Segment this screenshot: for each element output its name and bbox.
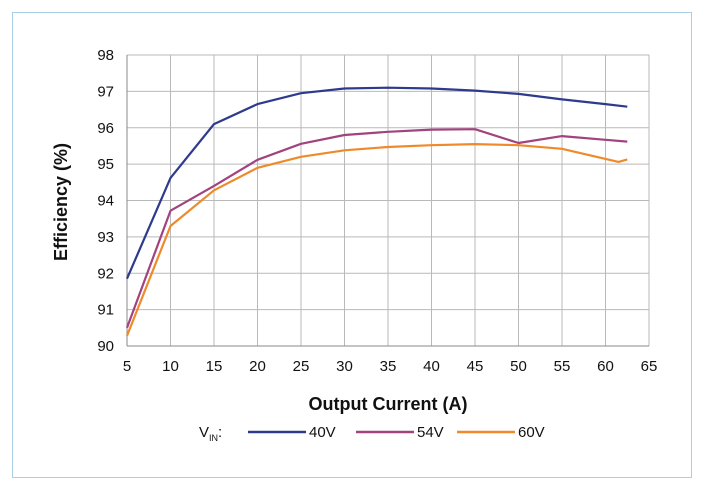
y-tick-label: 93: [97, 229, 114, 246]
x-tick-label: 25: [293, 358, 310, 375]
y-tick-label: 90: [97, 338, 114, 355]
legend-prefix-sub: IN: [209, 433, 218, 443]
x-tick-label: 55: [554, 358, 571, 375]
legend-label-60v: 60V: [518, 424, 545, 441]
x-tick-label: 35: [380, 358, 397, 375]
x-tick-label: 60: [597, 358, 614, 375]
legend-label-40v: 40V: [309, 424, 336, 441]
y-tick-label: 94: [97, 193, 114, 210]
x-tick-label: 30: [336, 358, 353, 375]
x-axis-title: Output Current (A): [309, 394, 468, 414]
series-layer: [125, 86, 628, 337]
x-tick-label: 20: [249, 358, 266, 375]
x-tick-label: 40: [423, 358, 440, 375]
x-tick-label: 45: [467, 358, 484, 375]
legend-prefix-main: V: [199, 424, 209, 441]
legend-prefix: VIN:: [199, 424, 222, 443]
y-tick-labels: 90 91 92 93 94 95 96 97 98: [97, 47, 114, 355]
grid: [126, 54, 650, 347]
legend-prefix-suffix: :: [218, 424, 222, 441]
y-tick-label: 97: [97, 83, 114, 100]
y-axis-title: Efficiency (%): [51, 143, 71, 261]
chart-frame: 90 91 92 93 94 95 96 97 98 5 10 15 20 25 30 35 40 45 50 55…: [12, 12, 692, 478]
y-tick-label: 95: [97, 156, 114, 173]
x-tick-label: 65: [641, 358, 658, 375]
series-line-54v: [125, 128, 628, 329]
legend: VIN: 40V 54V 60V: [199, 424, 545, 443]
x-tick-label: 50: [510, 358, 527, 375]
x-tick-label: 15: [206, 358, 223, 375]
x-tick-label: 10: [162, 358, 179, 375]
y-tick-label: 92: [97, 265, 114, 282]
y-tick-label: 96: [97, 120, 114, 137]
x-tick-label: 5: [123, 358, 131, 375]
y-tick-label: 91: [97, 302, 114, 319]
legend-label-54v: 54V: [417, 424, 444, 441]
series-line-60v: [125, 143, 628, 337]
y-tick-label: 98: [97, 47, 114, 64]
series-line-40v: [125, 86, 628, 280]
efficiency-chart: 90 91 92 93 94 95 96 97 98 5 10 15 20 25 30 35 40 45 50 55…: [51, 47, 658, 443]
x-tick-labels: 5 10 15 20 25 30 35 40 45 50 55 60 65: [123, 358, 658, 375]
